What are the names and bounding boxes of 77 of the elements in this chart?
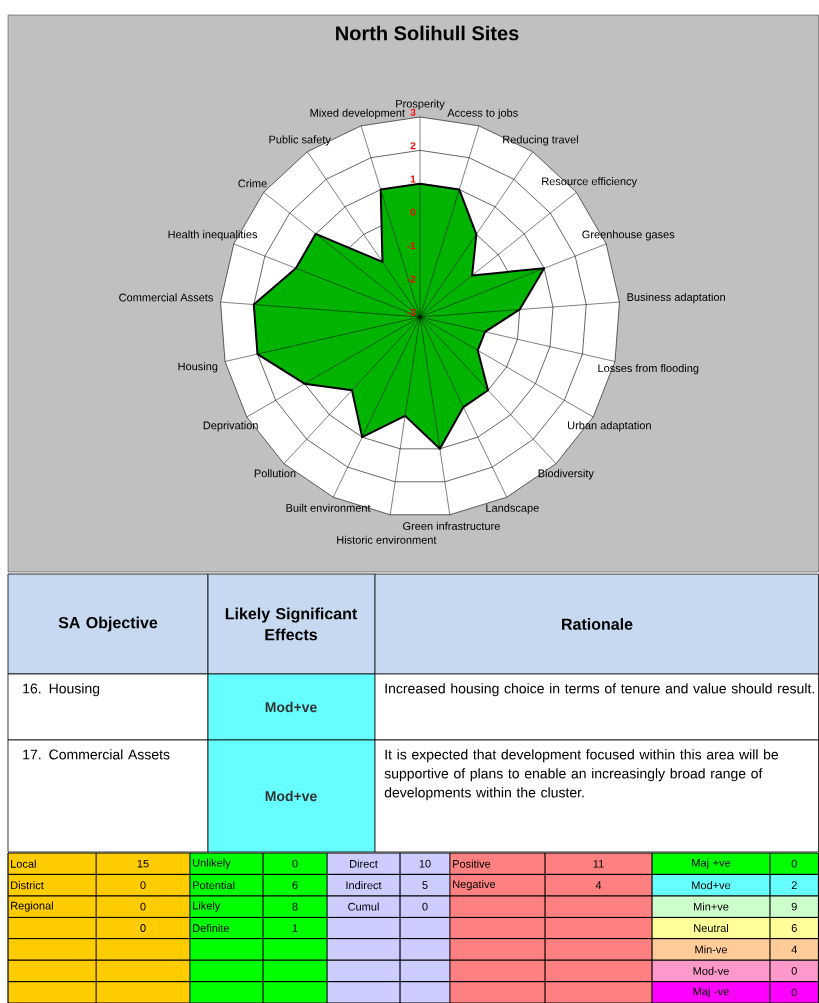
chart-title: North Solihull Sites [336, 25, 519, 41]
text: 17. Commercial Assets [23, 749, 170, 760]
text: Min+ve [694, 902, 729, 911]
spoke-label: Urban adaptation [568, 421, 651, 432]
text: 8 [292, 902, 298, 911]
spoke-label: Access to jobs [447, 108, 518, 119]
spoke-label: Biodiversity [538, 469, 594, 480]
y-tick-label: 3 [410, 108, 416, 116]
text: Definite [193, 923, 230, 933]
text: Negative [453, 880, 496, 891]
text: Neutral [694, 923, 728, 933]
text: 0 [422, 902, 428, 911]
text: Likely [193, 901, 221, 912]
text: Direct [350, 859, 378, 868]
text: 0 [791, 966, 797, 975]
text: District [11, 881, 44, 890]
text: Mod+ve [265, 790, 317, 802]
spoke-label: Reducing travel [503, 135, 578, 146]
spoke-label: Landscape [486, 503, 539, 515]
text: 4 [595, 881, 602, 889]
spoke-label: Housing [178, 362, 218, 373]
text: Mod+ve [692, 881, 731, 890]
y-tick-label: -1 [407, 242, 416, 250]
spoke-label: Deprivation [203, 421, 258, 432]
spoke-label: Resource efficiency [542, 177, 638, 188]
text: 11 [593, 859, 604, 868]
spoke-label: Historic environment [337, 535, 437, 544]
text: Cumul [348, 902, 379, 911]
text: 2 [791, 881, 797, 889]
text: Indirect [346, 881, 382, 890]
text: 0 [140, 881, 146, 890]
text: 6 [292, 881, 298, 890]
text: Unlikely [193, 858, 231, 869]
spoke-label: Greenhouse gases [582, 230, 675, 241]
text: Mod-ve [693, 966, 729, 975]
text: Mod+ve [265, 701, 317, 713]
spoke-label: Pollution [254, 469, 296, 478]
text: 4 [791, 945, 797, 954]
y-tick-label: -2 [407, 275, 416, 283]
y-tick-label: 2 [410, 142, 416, 150]
text: 0 [791, 859, 797, 868]
text: 0 [791, 988, 797, 997]
spoke-label: Commercial Assets [119, 293, 213, 302]
text: 0 [140, 924, 146, 932]
text: Local [11, 859, 36, 868]
text: Likely Significant Effects [225, 607, 358, 641]
spoke-label: Green infrastructure [403, 521, 500, 530]
spoke-label: Mixed development [310, 108, 405, 119]
text: Increased housing choice in terms of tenure and value should result. [385, 683, 814, 697]
spoke-label: Crime [238, 179, 267, 188]
text: Min-ve [695, 945, 728, 954]
text: Maj +ve [692, 858, 731, 869]
text: 5 [422, 881, 428, 889]
spoke-label: Losses from flooding [598, 364, 699, 375]
text: 9 [791, 902, 797, 911]
text: Regional [11, 901, 53, 912]
y-tick-label: -3 [407, 308, 416, 316]
text: 0 [140, 902, 146, 911]
spoke-label: Prosperity [396, 99, 445, 110]
text: Positive [453, 859, 491, 868]
text: 15 [137, 859, 149, 868]
spoke-label: Business adaptation [627, 292, 725, 304]
text: 10 [419, 859, 431, 868]
text: Potential [193, 881, 235, 890]
spoke-label: Built environment [286, 503, 371, 512]
text: 0 [292, 859, 298, 868]
text: Maj -ve [693, 987, 729, 998]
text: 16. Housing [23, 683, 100, 697]
y-tick-label: 0 [410, 208, 416, 216]
text: 1 [292, 924, 298, 932]
spoke-label: Health inequalities [168, 230, 258, 241]
text: 6 [791, 924, 797, 932]
text: Rationale [562, 618, 633, 630]
text: SA Objective [58, 616, 158, 632]
y-tick-label: 1 [410, 175, 416, 183]
text: It is expected that development focused within this area will be supportive of plans to enable an increasingly broad range of developments within the cluster. [384, 749, 779, 801]
spoke-label: Public safety [269, 135, 331, 146]
